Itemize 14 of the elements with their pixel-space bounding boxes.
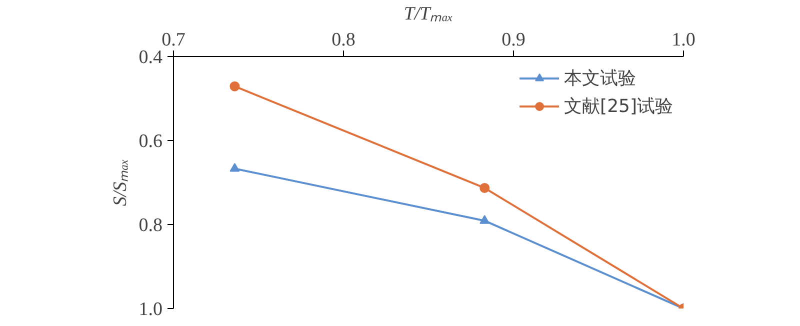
x-tick-label: 1.0: [672, 30, 696, 50]
x-tick-label: 0.7: [162, 30, 186, 50]
y-tick-label: 0.6: [138, 131, 162, 152]
x-tick-label: 0.8: [332, 30, 356, 50]
y-tick-label: 0.8: [138, 215, 162, 236]
legend-label: 文献[25]试验: [564, 95, 673, 118]
point: [480, 182, 490, 193]
y-axis-title: S/Sₘₐₓ: [110, 158, 131, 206]
y-tick-label: 0.4: [138, 47, 163, 68]
x-tick-label: 0.9: [502, 30, 526, 50]
point: [230, 81, 240, 92]
legend-label: 本文试验: [564, 67, 636, 90]
x-axis-title: T/Tₘₐₓ: [404, 4, 454, 24]
y-tick-label: 1.0: [138, 299, 162, 320]
